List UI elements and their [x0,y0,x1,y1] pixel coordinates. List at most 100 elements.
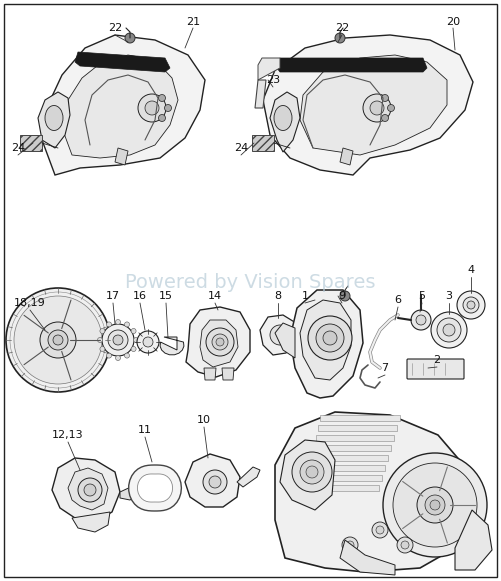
Circle shape [430,500,440,510]
Circle shape [397,537,413,553]
Text: 16: 16 [133,291,147,301]
Polygon shape [340,540,395,575]
Polygon shape [68,468,108,510]
Circle shape [133,338,138,343]
Text: 7: 7 [381,363,389,373]
Circle shape [138,94,166,122]
Circle shape [131,328,136,333]
Circle shape [411,310,431,330]
Polygon shape [115,148,128,165]
Circle shape [48,330,68,350]
Polygon shape [312,455,388,461]
Polygon shape [186,307,250,377]
Text: 24: 24 [234,143,248,153]
Text: 2: 2 [433,355,440,365]
Text: 20: 20 [446,17,460,27]
Polygon shape [310,465,385,471]
Circle shape [209,476,221,488]
Circle shape [417,487,453,523]
Polygon shape [300,300,351,380]
Polygon shape [160,337,184,355]
Circle shape [143,337,153,347]
Circle shape [425,495,445,515]
Polygon shape [318,425,397,431]
Circle shape [292,452,332,492]
Circle shape [300,460,324,484]
Text: 9: 9 [339,291,346,301]
Polygon shape [38,92,70,148]
Text: 3: 3 [445,291,452,301]
Polygon shape [200,320,238,367]
Circle shape [107,322,112,327]
Circle shape [437,318,461,342]
Polygon shape [275,323,295,358]
Circle shape [372,522,388,538]
Text: 6: 6 [394,295,401,305]
Circle shape [113,335,123,345]
Circle shape [393,463,477,547]
Circle shape [131,346,136,352]
Polygon shape [129,465,181,511]
Circle shape [78,478,102,502]
Circle shape [14,296,102,384]
Circle shape [100,346,105,352]
Text: 22: 22 [335,23,349,33]
Polygon shape [277,58,427,72]
Circle shape [383,453,487,557]
Polygon shape [255,80,266,108]
Text: 21: 21 [186,17,200,27]
Circle shape [216,338,224,346]
Text: 12,13: 12,13 [52,430,84,440]
Polygon shape [75,52,170,72]
Polygon shape [258,58,280,80]
Circle shape [212,334,228,350]
Circle shape [100,328,105,333]
Circle shape [158,95,165,102]
Polygon shape [308,475,382,481]
Circle shape [443,324,455,336]
Circle shape [84,484,96,496]
Circle shape [335,33,345,43]
Circle shape [53,335,63,345]
Circle shape [108,330,128,350]
Circle shape [125,353,129,358]
Circle shape [457,291,485,319]
Polygon shape [270,92,300,152]
Circle shape [306,466,318,478]
Polygon shape [237,467,260,487]
Circle shape [40,322,76,358]
Polygon shape [306,485,379,491]
FancyBboxPatch shape [20,135,42,151]
Polygon shape [263,35,473,175]
Circle shape [158,114,165,121]
Circle shape [6,288,110,392]
Circle shape [308,316,352,360]
Polygon shape [185,454,240,507]
Text: 5: 5 [418,291,425,301]
Circle shape [98,338,103,343]
Polygon shape [52,458,120,522]
Text: 22: 22 [108,23,122,33]
Polygon shape [290,290,363,398]
Circle shape [381,114,388,121]
Circle shape [316,324,344,352]
Polygon shape [280,440,335,510]
Circle shape [125,322,129,327]
Circle shape [270,325,290,345]
Circle shape [401,541,409,549]
Circle shape [203,470,227,494]
Polygon shape [455,510,492,570]
Text: 4: 4 [467,265,474,275]
Text: Powered by Vision Spares: Powered by Vision Spares [125,272,375,292]
FancyBboxPatch shape [407,359,464,379]
Polygon shape [320,415,400,421]
Circle shape [363,94,391,122]
Polygon shape [204,368,216,380]
Circle shape [370,101,384,115]
FancyBboxPatch shape [252,135,274,151]
Circle shape [387,105,394,112]
Circle shape [164,105,171,112]
Circle shape [116,320,121,325]
Circle shape [137,331,159,353]
Polygon shape [42,35,205,175]
